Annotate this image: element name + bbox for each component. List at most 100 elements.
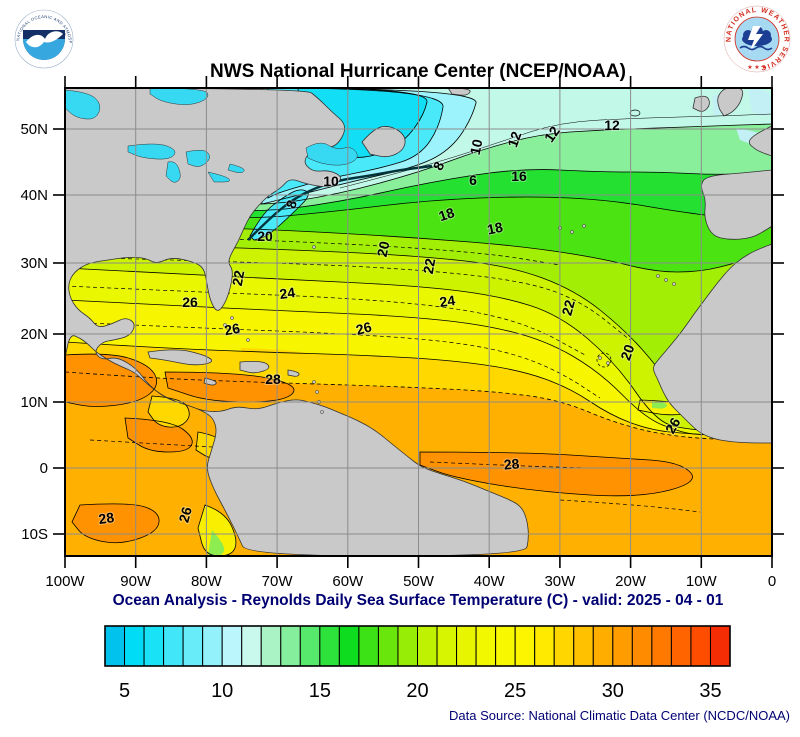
sst-patch	[652, 402, 668, 409]
colorbar-cell	[495, 625, 516, 667]
colorbar-border	[104, 625, 731, 667]
island-dot	[582, 224, 586, 228]
contour-line-dashed	[429, 461, 591, 469]
colorbar-cell	[143, 625, 165, 667]
lake	[65, 89, 101, 120]
lon-label: 30W	[544, 573, 576, 590]
map-caption: Ocean Analysis - Reynolds Daily Sea Surf…	[113, 592, 724, 609]
lon-label: 40W	[474, 573, 506, 590]
colorbar-cell	[202, 625, 223, 667]
lon-label: 20W	[615, 573, 647, 590]
lat-label: 10N	[20, 394, 48, 411]
noaa-logo-band	[23, 30, 65, 39]
contour-label: 28	[503, 455, 520, 472]
contour-label: 12	[604, 117, 620, 133]
sst-patch	[148, 396, 190, 428]
contour-label: 22	[229, 269, 247, 287]
colorbar-cell	[319, 625, 340, 667]
contour-label: 20	[617, 342, 637, 362]
lat-label: 0	[40, 460, 48, 477]
contour-label: 12	[504, 129, 524, 149]
contour-line-dashed	[65, 321, 601, 399]
contour-line	[65, 221, 772, 273]
colorbar-cell	[651, 625, 672, 667]
island-dot	[598, 356, 602, 360]
contour-line	[339, 113, 772, 189]
island-dot	[246, 338, 250, 342]
lake	[305, 142, 358, 166]
lake	[127, 143, 176, 160]
contour-label: 26	[182, 294, 198, 310]
contour-line-dashed	[89, 439, 231, 449]
lat-label: 20N	[20, 326, 48, 343]
nws-logo-wave-icon	[739, 45, 773, 51]
contour-line	[65, 341, 772, 439]
contour-line	[65, 123, 772, 206]
noaa-logo-text: NOAA	[31, 20, 58, 30]
colorbar-tick-label: 5	[119, 680, 130, 702]
lon-label: 0	[768, 573, 776, 590]
sst-patch	[72, 503, 160, 543]
colorbar-cell	[221, 625, 243, 667]
colorbar-cell	[182, 625, 204, 667]
colorbar-cell	[514, 625, 536, 667]
lat-label: 40N	[20, 187, 48, 204]
lon-label: 60W	[332, 573, 364, 590]
lon-label: 10W	[686, 573, 718, 590]
sst-cold-region	[748, 88, 772, 116]
sst-patch	[208, 530, 225, 556]
contour-label: 20	[257, 228, 273, 244]
colorbar-cell	[475, 625, 497, 667]
contour-label: 26	[175, 505, 195, 524]
contour-ring	[629, 109, 641, 117]
colorbar-cell	[299, 625, 321, 667]
colorbar-cell	[397, 625, 418, 667]
colorbar-tick-label: 30	[602, 680, 624, 702]
island-dot	[312, 245, 316, 249]
island-dot	[656, 274, 660, 278]
lake	[165, 161, 181, 183]
island	[239, 360, 270, 374]
lon-label: 70W	[262, 573, 294, 590]
island-dot	[672, 282, 676, 286]
colorbar-cell	[358, 625, 379, 667]
contour-line	[71, 503, 160, 544]
colorbar-cell	[163, 625, 184, 667]
page-title: NWS National Hurricane Center (NCEP/NOAA…	[210, 61, 626, 82]
land-mass	[701, 169, 772, 240]
lake	[227, 163, 245, 174]
lon-label: 80W	[191, 573, 223, 590]
colorbar-cell	[338, 625, 360, 667]
contour-line	[249, 189, 309, 241]
contour-label: 20	[374, 239, 393, 258]
colorbar-cell	[124, 625, 145, 667]
colorbar-cell	[436, 625, 458, 667]
lon-label: 100W	[45, 573, 85, 590]
colorbar-tick-label: 15	[309, 680, 331, 702]
colorbar-cell	[573, 625, 594, 667]
contour-line-dashed	[559, 499, 701, 513]
island-dot	[312, 380, 316, 384]
contour-line	[419, 451, 693, 497]
contour-line	[124, 417, 193, 453]
contour-label: 10	[467, 137, 486, 156]
island	[203, 377, 217, 386]
island-dot	[223, 323, 227, 327]
colorbar-cell	[377, 625, 399, 667]
contour-line	[147, 395, 190, 428]
contour-label: 10	[323, 173, 339, 189]
contour-ring	[596, 352, 612, 368]
contour-line	[65, 371, 772, 442]
colorbar-cell	[417, 625, 438, 667]
island	[147, 349, 213, 366]
contour-label: 6	[469, 172, 477, 188]
contour-label: 28	[97, 509, 115, 527]
sst-patch	[165, 372, 294, 402]
contour-label: 24	[278, 284, 296, 302]
colorbar-cell	[553, 625, 575, 667]
data-source: Data Source: National Climatic Data Cent…	[449, 708, 790, 723]
lon-label: 50W	[403, 573, 435, 590]
colorbar-tick-label: 10	[211, 680, 233, 702]
